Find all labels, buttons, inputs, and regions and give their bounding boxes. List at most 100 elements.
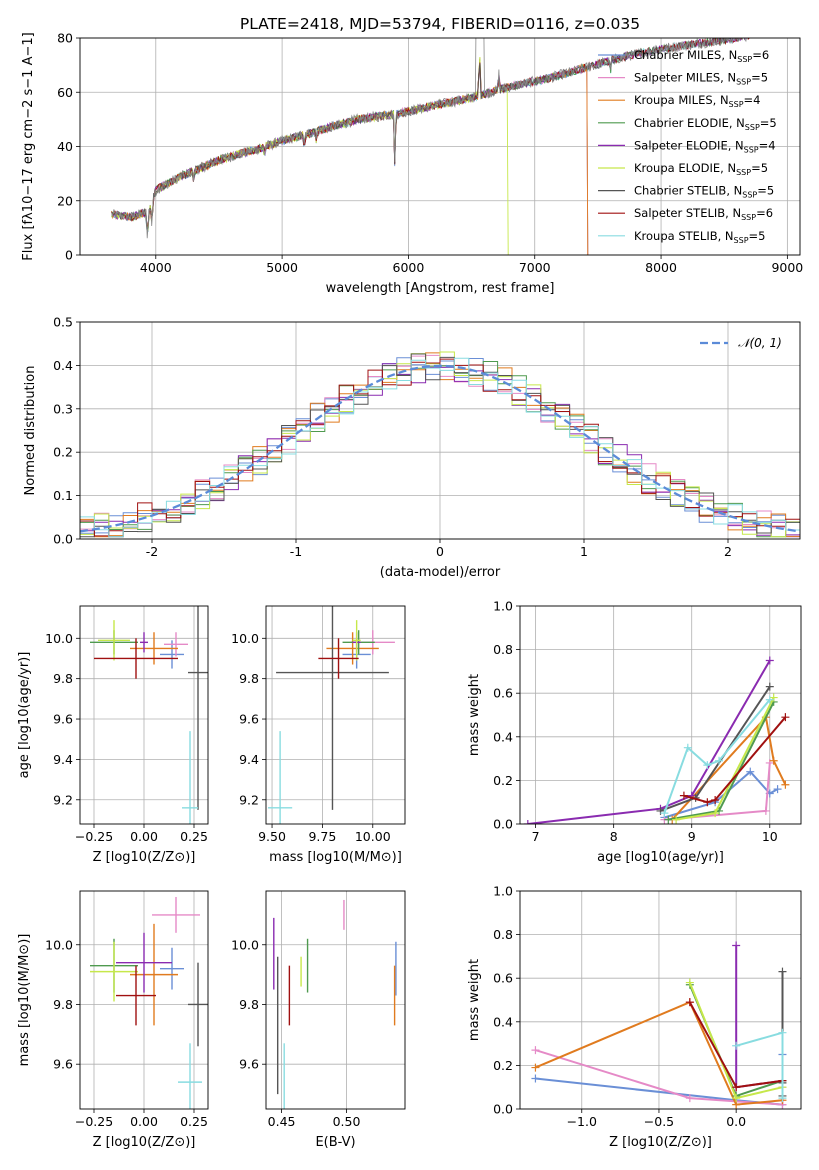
y-tick-label: 9.6 xyxy=(239,1057,259,1072)
weight-marker-chabrier-stelib xyxy=(765,682,774,691)
y-tick-label: 60 xyxy=(57,85,73,100)
y-axis-label: mass [log10(M/M⊙)] xyxy=(17,934,32,1067)
errorbar-salpeter-stelib xyxy=(94,638,178,679)
x-tick-label: 8000 xyxy=(645,260,677,275)
x-tick-label: −0.5 xyxy=(644,1114,674,1129)
weight-marker-kroupa-miles xyxy=(531,1063,540,1072)
plot-area xyxy=(111,38,750,255)
plot-area xyxy=(523,656,790,824)
x-tick-label: −0.25 xyxy=(75,829,113,844)
axes-frame xyxy=(519,890,802,1110)
x-tick-label: 0.0 xyxy=(726,1114,746,1129)
axes-frame xyxy=(79,605,209,825)
x-axis-label: Z [log10(Z/Z⊙)] xyxy=(93,1135,196,1150)
weight-marker-chabrier-miles xyxy=(531,1074,540,1083)
figure-title: PLATE=2418, MJD=53794, FIBERID=0116, z=0… xyxy=(240,15,640,33)
model-line-kroupa-elodie xyxy=(111,56,509,255)
weight-marker-salpeter-miles xyxy=(531,1046,540,1055)
errorbar-kroupa-stelib xyxy=(268,731,293,824)
x-tick-label: 8 xyxy=(610,829,618,844)
x-tick-label: 9.75 xyxy=(308,829,336,844)
x-tick-label: -1 xyxy=(290,544,302,559)
errorbar-salpeter-stelib xyxy=(318,638,359,679)
errorbar-chabrier-stelib xyxy=(276,606,389,810)
y-tick-label: 0.6 xyxy=(493,686,513,701)
x-tick-label: 0.00 xyxy=(130,829,158,844)
y-axis-label: Normed distribution xyxy=(23,366,38,496)
y-tick-label: 0 xyxy=(65,248,73,263)
panel-mass-weight-vs-Z: −1.0 −0.5 0.0 0.0 0.2 0.4 0.6 0.8 1.0 Z [log10(Z/… xyxy=(467,884,802,1150)
axes-frame xyxy=(79,37,801,256)
weight-line-salpeter-elodie xyxy=(735,945,783,1089)
y-tick-label: 9.2 xyxy=(53,792,73,807)
x-tick-label: 1 xyxy=(580,544,588,559)
x-tick-label: 10.00 xyxy=(355,829,391,844)
spectrum-legend: Chabrier MILES, NSSP=6 Salpeter MILES, NS… xyxy=(598,48,777,245)
x-axis-label: (data-model)/error xyxy=(380,565,501,580)
x-tick-label: 5000 xyxy=(266,260,298,275)
weight-marker-kroupa-miles xyxy=(769,756,778,765)
x-tick-label: -2 xyxy=(146,544,158,559)
x-tick-label: 0 xyxy=(436,544,444,559)
weight-marker-kroupa-stelib xyxy=(660,809,669,818)
gaussian-reference-line xyxy=(80,364,800,533)
y-tick-label: 9.6 xyxy=(53,712,73,727)
y-tick-label: 9.8 xyxy=(53,997,73,1012)
errorbar-chabrier-miles xyxy=(160,947,184,990)
x-axis-label: age [log10(age/yr)] xyxy=(597,850,724,865)
weight-marker-kroupa-stelib xyxy=(715,756,724,765)
plot-area xyxy=(531,941,787,1109)
x-axis-label: Z [log10(Z/Z⊙)] xyxy=(609,1135,712,1150)
legend-label-salpeter-elodie: Salpeter ELODIE, NSSP=4 xyxy=(634,138,776,154)
x-tick-label: 7 xyxy=(532,829,540,844)
weight-line-kroupa-miles xyxy=(535,1000,783,1106)
errorbar-kroupa-elodie xyxy=(352,620,361,661)
y-tick-label: 9.8 xyxy=(53,671,73,686)
errorbar-kroupa-miles xyxy=(130,923,178,1026)
panel-mass-vs-EBV: 0.45 0.50 9.6 9.8 10.0 E(B-V) xyxy=(231,890,406,1150)
model-line-chabrier-miles xyxy=(111,60,589,255)
weight-marker-kroupa-elodie xyxy=(672,815,681,824)
legend-label-salpeter-stelib: Salpeter STELIB, NSSP=6 xyxy=(634,206,773,222)
weight-marker-kroupa-stelib xyxy=(703,761,712,770)
x-tick-label: 0.00 xyxy=(130,1114,158,1129)
weight-marker-kroupa-elodie xyxy=(769,693,778,702)
y-tick-label: 0.8 xyxy=(493,642,513,657)
x-tick-label: 2 xyxy=(724,544,732,559)
y-tick-label: 10.0 xyxy=(45,937,73,952)
weight-marker-salpeter-miles xyxy=(685,1094,694,1103)
x-axis-label: mass [log10(M/M⊙)] xyxy=(269,850,402,865)
weight-line-salpeter-stelib xyxy=(683,716,787,804)
y-tick-label: 0.1 xyxy=(53,488,73,503)
weight-marker-salpeter-elodie xyxy=(732,941,741,950)
axes-frame xyxy=(79,321,801,540)
y-tick-label: 10.0 xyxy=(231,631,259,646)
weight-marker-salpeter-stelib xyxy=(679,791,688,800)
weight-marker-salpeter-stelib xyxy=(781,713,790,722)
x-axis-label: E(B-V) xyxy=(315,1135,355,1150)
y-tick-label: 10.0 xyxy=(45,631,73,646)
weight-marker-kroupa-elodie xyxy=(711,809,720,818)
y-tick-label: 0.5 xyxy=(53,315,73,330)
histogram-kroupa-stelib xyxy=(80,357,800,538)
y-tick-label: 80 xyxy=(57,31,73,46)
legend-label-chabrier-stelib: Chabrier STELIB, NSSP=5 xyxy=(634,184,774,200)
weight-marker-salpeter-stelib xyxy=(685,998,694,1007)
legend-label-kroupa-stelib: Kroupa STELIB, NSSP=5 xyxy=(634,229,765,245)
y-tick-label: 9.6 xyxy=(239,712,259,727)
plot-area xyxy=(90,606,208,824)
y-tick-label: 40 xyxy=(57,139,73,154)
x-axis-label: wavelength [Angstrom, rest frame] xyxy=(326,281,555,296)
panel-age-vs-mass: 9.50 9.75 10.00 9.2 9.4 9.6 9.8 10.0 mass [log10… xyxy=(231,605,406,865)
x-tick-label: 0.25 xyxy=(180,829,208,844)
y-tick-label: 9.6 xyxy=(53,1057,73,1072)
x-tick-label: 4000 xyxy=(140,260,172,275)
weight-marker-chabrier-miles xyxy=(773,785,782,794)
weight-marker-salpeter-miles xyxy=(761,806,770,815)
weight-marker-salpeter-elodie xyxy=(765,656,774,665)
errorbar-chabrier-stelib xyxy=(188,962,208,1047)
plot-area xyxy=(90,896,208,1109)
axes-frame xyxy=(265,605,406,825)
y-tick-label: 1.0 xyxy=(493,599,513,614)
